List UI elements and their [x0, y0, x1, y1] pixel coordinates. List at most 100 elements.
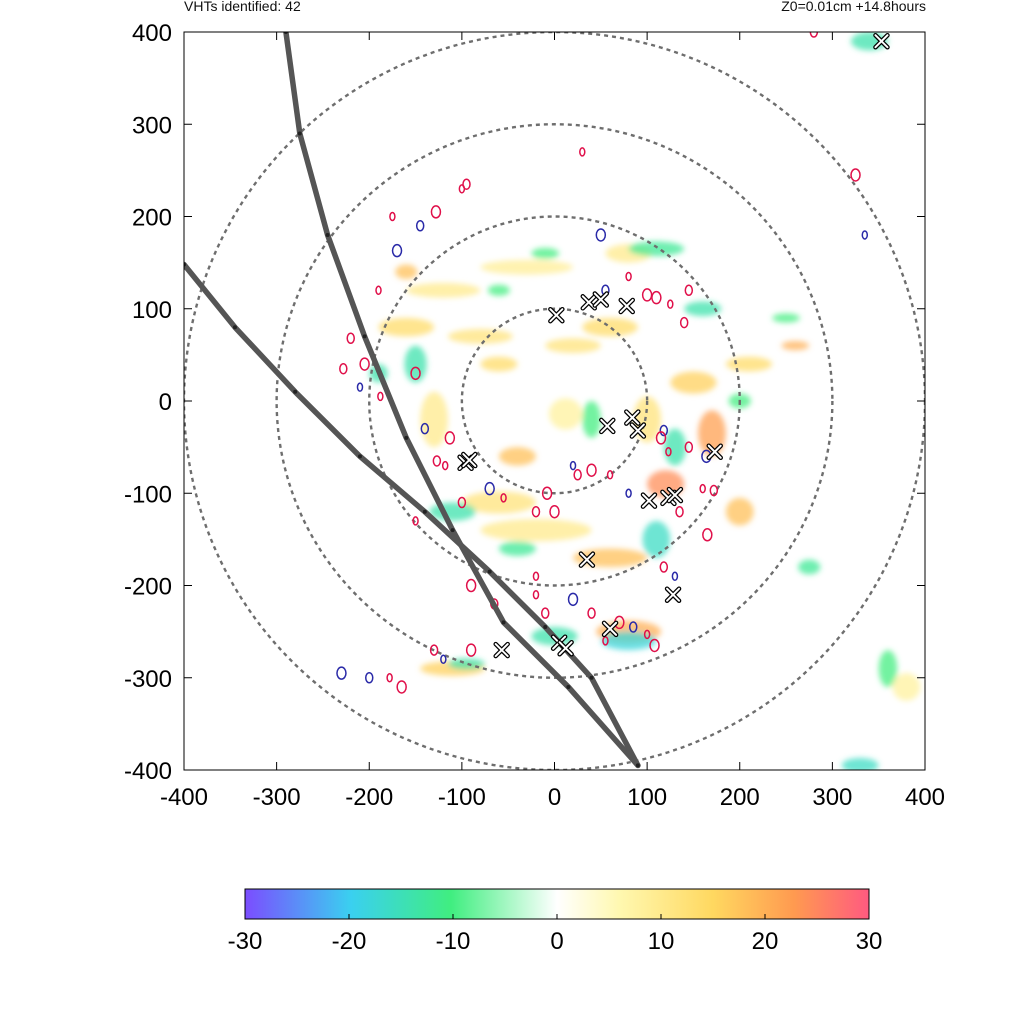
- contour-loop: [549, 504, 560, 519]
- y-tick-label: 300: [132, 112, 172, 139]
- plot-area: [184, 32, 925, 770]
- y-tick-label: -400: [124, 758, 172, 785]
- contour-loop: [625, 488, 632, 498]
- track-point: [422, 509, 427, 514]
- contour-loop: [432, 455, 442, 467]
- contour-loop: [462, 178, 471, 190]
- vht-marker: [548, 306, 565, 324]
- contour-loop: [861, 230, 869, 240]
- plot-frame: [183, 31, 926, 771]
- color-patch: [480, 356, 518, 372]
- contour-loop: [573, 469, 582, 481]
- color-patch: [582, 317, 638, 337]
- contour-loop: [365, 672, 374, 684]
- color-patch: [892, 673, 921, 701]
- range-ring: [275, 123, 834, 679]
- contour-loop: [484, 481, 495, 496]
- color-patch: [429, 502, 476, 521]
- track-point: [635, 763, 640, 768]
- contour-loop: [606, 470, 614, 480]
- contour-loop: [346, 332, 355, 345]
- contour-loop: [339, 362, 348, 375]
- color-patch: [725, 497, 754, 526]
- color-patch: [487, 284, 511, 296]
- color-patch: [663, 428, 687, 466]
- track-point: [357, 454, 362, 459]
- range-ring: [184, 32, 925, 770]
- contour-loop: [356, 382, 364, 392]
- vht-marker: [601, 620, 619, 638]
- contour-loop: [699, 483, 706, 494]
- contour-loop: [641, 288, 653, 302]
- color-patch: [378, 317, 435, 337]
- color-patch: [725, 356, 773, 372]
- vht-markers: [457, 32, 890, 659]
- range-ring: [460, 307, 649, 495]
- contour-loop: [389, 211, 396, 222]
- vht-count-label: VHTs identified: 42: [184, 0, 301, 14]
- contour-loop: [684, 284, 694, 297]
- contour-loop: [532, 589, 540, 600]
- contour-loop: [444, 431, 456, 445]
- contour-loop: [410, 366, 421, 381]
- color-patch: [461, 491, 536, 514]
- y-tick-label: 200: [132, 205, 172, 232]
- contour-loop: [684, 441, 694, 453]
- contour-loop: [465, 578, 477, 593]
- roughness-time-label: Z0=0.01cm +14.8hours: [781, 0, 926, 14]
- contour-loop: [377, 391, 384, 402]
- contour-loop: [850, 168, 861, 182]
- track-point: [232, 325, 237, 330]
- track-point: [589, 675, 594, 680]
- track-point: [501, 620, 506, 625]
- contour-loop: [628, 621, 638, 633]
- contour-loop: [540, 607, 550, 619]
- color-patch: [395, 264, 418, 280]
- contour-loop: [671, 571, 679, 582]
- x-tick-label: 200: [720, 784, 760, 811]
- color-patch: [498, 447, 536, 466]
- y-tick-label: 100: [132, 297, 172, 324]
- colorbar-tick-label: -20: [332, 928, 367, 955]
- contour-loop: [457, 496, 467, 509]
- vht-marker: [873, 32, 890, 50]
- colorbar-tick-label: 0: [550, 928, 563, 955]
- contour-loop: [569, 460, 577, 471]
- colorbar-tick-label: -10: [436, 928, 471, 955]
- contour-loop: [587, 607, 596, 619]
- vht-marker: [599, 417, 616, 435]
- color-patch: [772, 313, 800, 323]
- contour-loop: [412, 516, 419, 526]
- vht-marker: [706, 443, 723, 460]
- colorbar: -30 -20 -10 0 10 20 30: [228, 888, 883, 955]
- contour-loop: [675, 505, 684, 518]
- range-ring: [368, 215, 741, 587]
- vht-marker: [592, 291, 610, 308]
- contour-loop: [579, 147, 586, 157]
- vht-marker: [493, 641, 510, 659]
- track-point: [297, 131, 302, 136]
- contour-loop: [665, 446, 672, 457]
- x-tick-label: -400: [160, 784, 208, 811]
- y-axis: 400 300 200 100 0 -100 -200 -300 -400: [124, 20, 925, 785]
- contour-loop: [415, 219, 425, 232]
- vht-marker: [629, 422, 647, 439]
- color-patch: [628, 241, 685, 257]
- contour-loop: [336, 666, 347, 680]
- color-patch: [600, 631, 657, 651]
- vht-marker: [624, 409, 641, 426]
- color-patch: [404, 345, 427, 383]
- colorbar-tick-label: 30: [856, 928, 883, 955]
- vht-marker: [666, 486, 684, 504]
- contour-loop: [651, 290, 662, 305]
- contour-loop: [625, 271, 632, 282]
- y-tick-label: 400: [132, 20, 172, 47]
- contour-loop: [586, 463, 597, 477]
- contour-loop: [702, 528, 713, 542]
- contour-loop: [649, 638, 660, 653]
- track-point: [362, 334, 367, 339]
- contour-loop: [532, 571, 540, 582]
- vht-marker: [664, 586, 682, 603]
- contour-loop: [441, 460, 449, 471]
- track-point: [325, 232, 330, 237]
